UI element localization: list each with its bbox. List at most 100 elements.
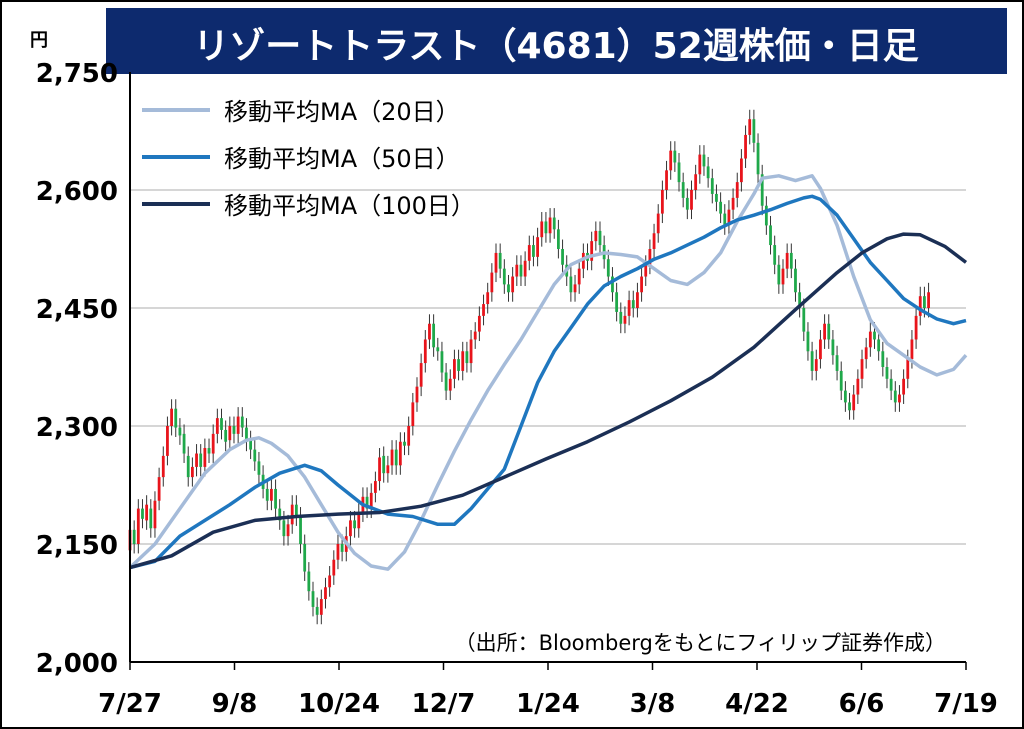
- x-tick-label: 10/24: [298, 689, 380, 719]
- candle-body: [357, 512, 361, 529]
- candle-body: [373, 481, 377, 493]
- candle-body: [274, 488, 277, 509]
- candle-body: [294, 504, 298, 517]
- candle-body: [785, 252, 789, 269]
- candle-body: [328, 575, 332, 588]
- candle-body: [839, 370, 843, 391]
- candle-body: [490, 272, 494, 293]
- gridlines: [130, 189, 966, 545]
- candle-body: [211, 433, 215, 454]
- candle-body: [590, 241, 594, 261]
- candle-body: [598, 230, 602, 246]
- candle-body: [681, 182, 685, 198]
- candle-body: [748, 119, 752, 135]
- candle-body: [923, 296, 926, 308]
- candle-body: [390, 449, 394, 466]
- candle-body: [877, 339, 881, 352]
- candle-body: [519, 264, 523, 277]
- candle-body: [386, 465, 390, 474]
- candle-body: [623, 315, 627, 324]
- candle-body: [885, 367, 889, 379]
- candle-body: [744, 134, 747, 159]
- candle-body: [411, 402, 415, 426]
- candle-body: [299, 516, 302, 544]
- candle-body: [652, 233, 656, 249]
- candle-body: [369, 492, 373, 509]
- candle-body: [232, 426, 236, 434]
- candle-body: [161, 455, 165, 478]
- candle-body: [810, 351, 814, 371]
- candle-body: [794, 268, 797, 293]
- candle-body: [698, 154, 702, 175]
- candle-body: [153, 500, 157, 529]
- candle-body: [257, 461, 261, 475]
- y-unit-label: 円: [30, 30, 48, 51]
- legend-label: 移動平均MA（100日）: [224, 192, 475, 220]
- candle-body: [760, 174, 764, 206]
- title-banner: [106, 8, 1007, 74]
- candle-body: [324, 587, 327, 600]
- candle-body: [868, 331, 872, 348]
- candle-body: [735, 182, 739, 198]
- candle-body: [918, 296, 922, 316]
- candle-body: [448, 378, 452, 391]
- candle-body: [457, 359, 460, 371]
- candle-body: [548, 217, 552, 234]
- series-line-ma100: [129, 232, 968, 570]
- candle-body: [556, 229, 560, 249]
- candle-body: [806, 331, 810, 352]
- candle-body: [777, 264, 781, 285]
- candle-body: [465, 351, 469, 364]
- candle-body: [186, 455, 190, 478]
- candle-body: [190, 466, 194, 478]
- candle-body: [290, 504, 294, 525]
- candle-body: [843, 390, 847, 403]
- candle-body: [307, 571, 311, 592]
- y-tick-label: 2,000: [36, 649, 118, 679]
- candle-body: [752, 119, 756, 143]
- candle-body: [349, 520, 352, 537]
- candle-body: [432, 323, 436, 348]
- candle-body: [764, 205, 768, 226]
- candle-body: [398, 441, 402, 466]
- candle-body: [802, 308, 806, 332]
- candle-body: [544, 221, 548, 234]
- candle-body: [286, 524, 290, 537]
- candle-body: [648, 249, 652, 265]
- candle-body: [856, 378, 860, 395]
- x-tick-label: 4/22: [725, 689, 789, 719]
- candle-body: [848, 402, 851, 411]
- candle-body: [419, 363, 423, 387]
- candle-body: [249, 440, 253, 450]
- candle-body: [207, 448, 211, 454]
- candle-body: [835, 355, 839, 371]
- candle-body: [278, 508, 282, 521]
- candle-body: [631, 300, 635, 308]
- y-axis-tick-labels: 2,000 2,150 2,300 2,450 2,600 2,750: [36, 59, 118, 679]
- x-tick-label: 9/8: [212, 689, 258, 719]
- candle-body: [723, 213, 727, 226]
- candle-body: [694, 174, 698, 190]
- x-tick-label: 7/27: [98, 689, 162, 719]
- candle-body: [136, 508, 140, 544]
- candle-body: [440, 351, 444, 373]
- x-tick-label: 12/7: [412, 689, 476, 719]
- series-line-ma50: [129, 194, 967, 570]
- candle-body: [498, 252, 502, 269]
- candle-body: [236, 416, 240, 434]
- candle-body: [536, 237, 540, 257]
- candle-body: [378, 457, 381, 482]
- candle-body: [311, 591, 315, 607]
- candle-body: [852, 394, 856, 411]
- candle-body: [477, 315, 481, 332]
- candle-body: [353, 520, 356, 529]
- candle-body: [523, 260, 527, 277]
- candle-body: [141, 508, 144, 519]
- candle-body: [644, 264, 648, 277]
- candle-body: [893, 390, 897, 403]
- candle-body: [715, 193, 718, 202]
- candle-body: [527, 245, 531, 261]
- candle-body: [685, 197, 689, 210]
- candle-body: [702, 154, 706, 167]
- candle-body: [719, 201, 723, 214]
